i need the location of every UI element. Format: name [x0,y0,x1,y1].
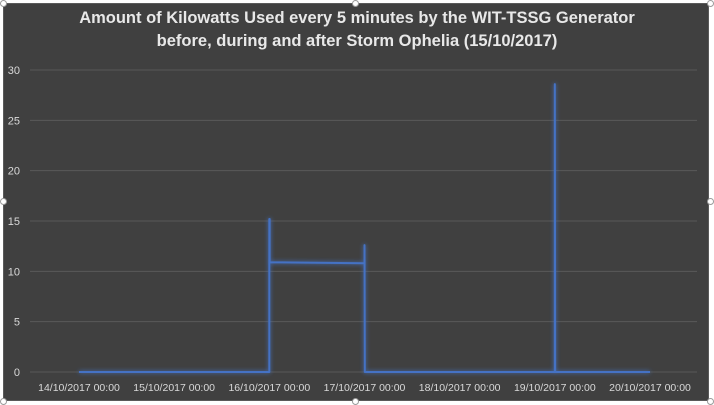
x-tick-label: 14/10/2017 00:00 [38,382,120,394]
y-tick-label: 15 [8,216,20,228]
chart-title: Amount of Kilowatts Used every 5 minutes… [0,7,714,53]
resize-handle-bottom-left[interactable] [0,398,7,405]
y-axis-ticks: 0 5 10 15 20 25 30 [8,65,20,379]
y-tick-label: 30 [8,65,20,77]
chart-area[interactable] [3,3,709,401]
resize-handle-bottom-right[interactable] [707,398,714,405]
resize-handle-bottom-center[interactable] [352,398,359,405]
chart-title-line-2: before, during and after Storm Ophelia (… [156,32,558,50]
resize-handle-middle-left[interactable] [0,198,7,205]
resize-handle-top-center[interactable] [352,0,359,7]
series-layer [79,83,650,373]
series-line-0[interactable] [79,83,650,373]
x-tick-label: 19/10/2017 00:00 [514,382,596,394]
resize-handle-top-right[interactable] [707,0,714,7]
y-tick-label: 0 [14,367,20,379]
x-tick-label: 15/10/2017 00:00 [133,382,215,394]
resize-handle-middle-right[interactable] [707,198,714,205]
x-tick-label: 18/10/2017 00:00 [419,382,501,394]
x-tick-label: 16/10/2017 00:00 [228,382,310,394]
gridlines [30,69,697,373]
x-tick-label: 20/10/2017 00:00 [609,382,691,394]
chart-title-line-1: Amount of Kilowatts Used every 5 minutes… [79,9,635,27]
resize-handle-top-left[interactable] [0,0,7,7]
y-tick-label: 20 [8,166,20,178]
y-tick-label: 25 [8,115,20,127]
y-tick-label: 10 [8,266,20,278]
x-axis-ticks: 14/10/2017 00:00 15/10/2017 00:00 16/10/20… [38,382,691,394]
x-tick-label: 17/10/2017 00:00 [324,382,406,394]
y-tick-label: 5 [14,317,20,329]
